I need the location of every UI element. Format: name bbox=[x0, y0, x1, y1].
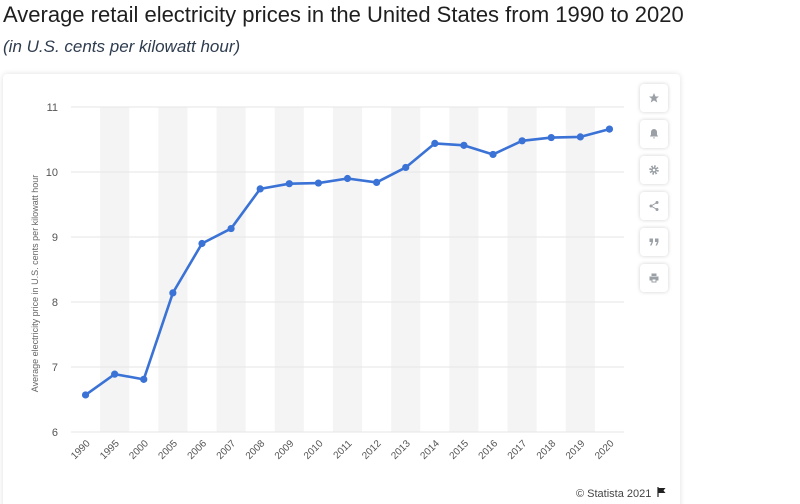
data-point bbox=[169, 289, 177, 297]
y-tick-label: 8 bbox=[52, 297, 58, 309]
settings-button[interactable] bbox=[640, 156, 668, 184]
data-point bbox=[518, 137, 526, 145]
print-button[interactable] bbox=[640, 264, 668, 292]
x-tick-label: 2005 bbox=[156, 438, 180, 462]
column-band bbox=[507, 107, 537, 432]
x-tick-label: 2012 bbox=[360, 438, 384, 462]
column-band bbox=[332, 107, 363, 432]
x-tick-label: 1990 bbox=[69, 438, 93, 462]
x-tick-label: 2013 bbox=[389, 438, 413, 462]
favorite-button[interactable] bbox=[640, 84, 668, 112]
data-point bbox=[460, 141, 468, 149]
x-tick-label: 1995 bbox=[98, 438, 122, 462]
x-tick-label: 2008 bbox=[244, 438, 268, 462]
data-point bbox=[256, 185, 264, 193]
credit-text: © Statista 2021 bbox=[576, 488, 652, 500]
data-point bbox=[576, 133, 584, 141]
data-point bbox=[343, 174, 352, 183]
source-credit[interactable]: © Statista 2021 bbox=[576, 487, 667, 500]
data-point bbox=[314, 179, 322, 187]
x-tick-label: 2020 bbox=[593, 438, 617, 462]
data-point bbox=[198, 239, 206, 248]
data-point bbox=[431, 139, 439, 147]
data-point bbox=[81, 391, 90, 399]
y-axis-label: Average electricity price in U.S. cents … bbox=[30, 175, 40, 392]
flag-icon bbox=[657, 487, 666, 497]
y-tick-label: 7 bbox=[52, 362, 58, 374]
notification-button[interactable] bbox=[640, 120, 668, 148]
x-tick-label: 2016 bbox=[477, 438, 501, 462]
data-point bbox=[547, 133, 555, 142]
column-band bbox=[100, 107, 130, 432]
column-band bbox=[216, 107, 246, 432]
data-point bbox=[489, 150, 497, 159]
x-tick-label: 2014 bbox=[418, 438, 442, 462]
x-tick-label: 2007 bbox=[215, 438, 239, 462]
data-point bbox=[140, 375, 148, 383]
data-point bbox=[373, 178, 381, 186]
column-band bbox=[158, 107, 188, 432]
data-point bbox=[605, 125, 614, 133]
column-band bbox=[565, 107, 595, 432]
share-button[interactable] bbox=[640, 192, 668, 220]
column-band bbox=[449, 107, 479, 432]
bell-icon bbox=[650, 129, 658, 139]
data-point bbox=[111, 370, 119, 378]
gear-icon bbox=[649, 165, 659, 175]
column-band bbox=[391, 107, 421, 432]
x-tick-label: 2010 bbox=[302, 438, 326, 462]
x-tick-label: 2019 bbox=[564, 438, 588, 462]
data-point bbox=[285, 180, 293, 188]
x-tick-label: 2009 bbox=[273, 438, 297, 462]
chart-toolbar bbox=[640, 84, 670, 300]
x-tick-label: 2015 bbox=[448, 438, 472, 462]
y-tick-label: 9 bbox=[52, 232, 58, 244]
star-icon bbox=[649, 93, 659, 103]
x-tick-label: 2017 bbox=[506, 438, 530, 462]
y-tick-label: 10 bbox=[46, 167, 58, 179]
quote-icon bbox=[649, 238, 659, 246]
y-tick-label: 11 bbox=[47, 102, 58, 114]
cite-button[interactable] bbox=[640, 228, 668, 256]
x-tick-label: 2006 bbox=[186, 438, 210, 462]
page-title: Average retail electricity prices in the… bbox=[3, 2, 684, 27]
page-subtitle: (in U.S. cents per kilowatt hour) bbox=[3, 37, 241, 56]
share-icon bbox=[649, 201, 659, 211]
data-point bbox=[402, 163, 410, 172]
y-tick-label: 6 bbox=[52, 427, 58, 439]
x-tick-label: 2018 bbox=[535, 438, 559, 462]
x-tick-label: 2011 bbox=[332, 438, 355, 461]
print-icon bbox=[649, 273, 659, 283]
data-point bbox=[227, 224, 235, 233]
x-tick-label: 2000 bbox=[127, 438, 151, 462]
column-band bbox=[274, 107, 304, 432]
